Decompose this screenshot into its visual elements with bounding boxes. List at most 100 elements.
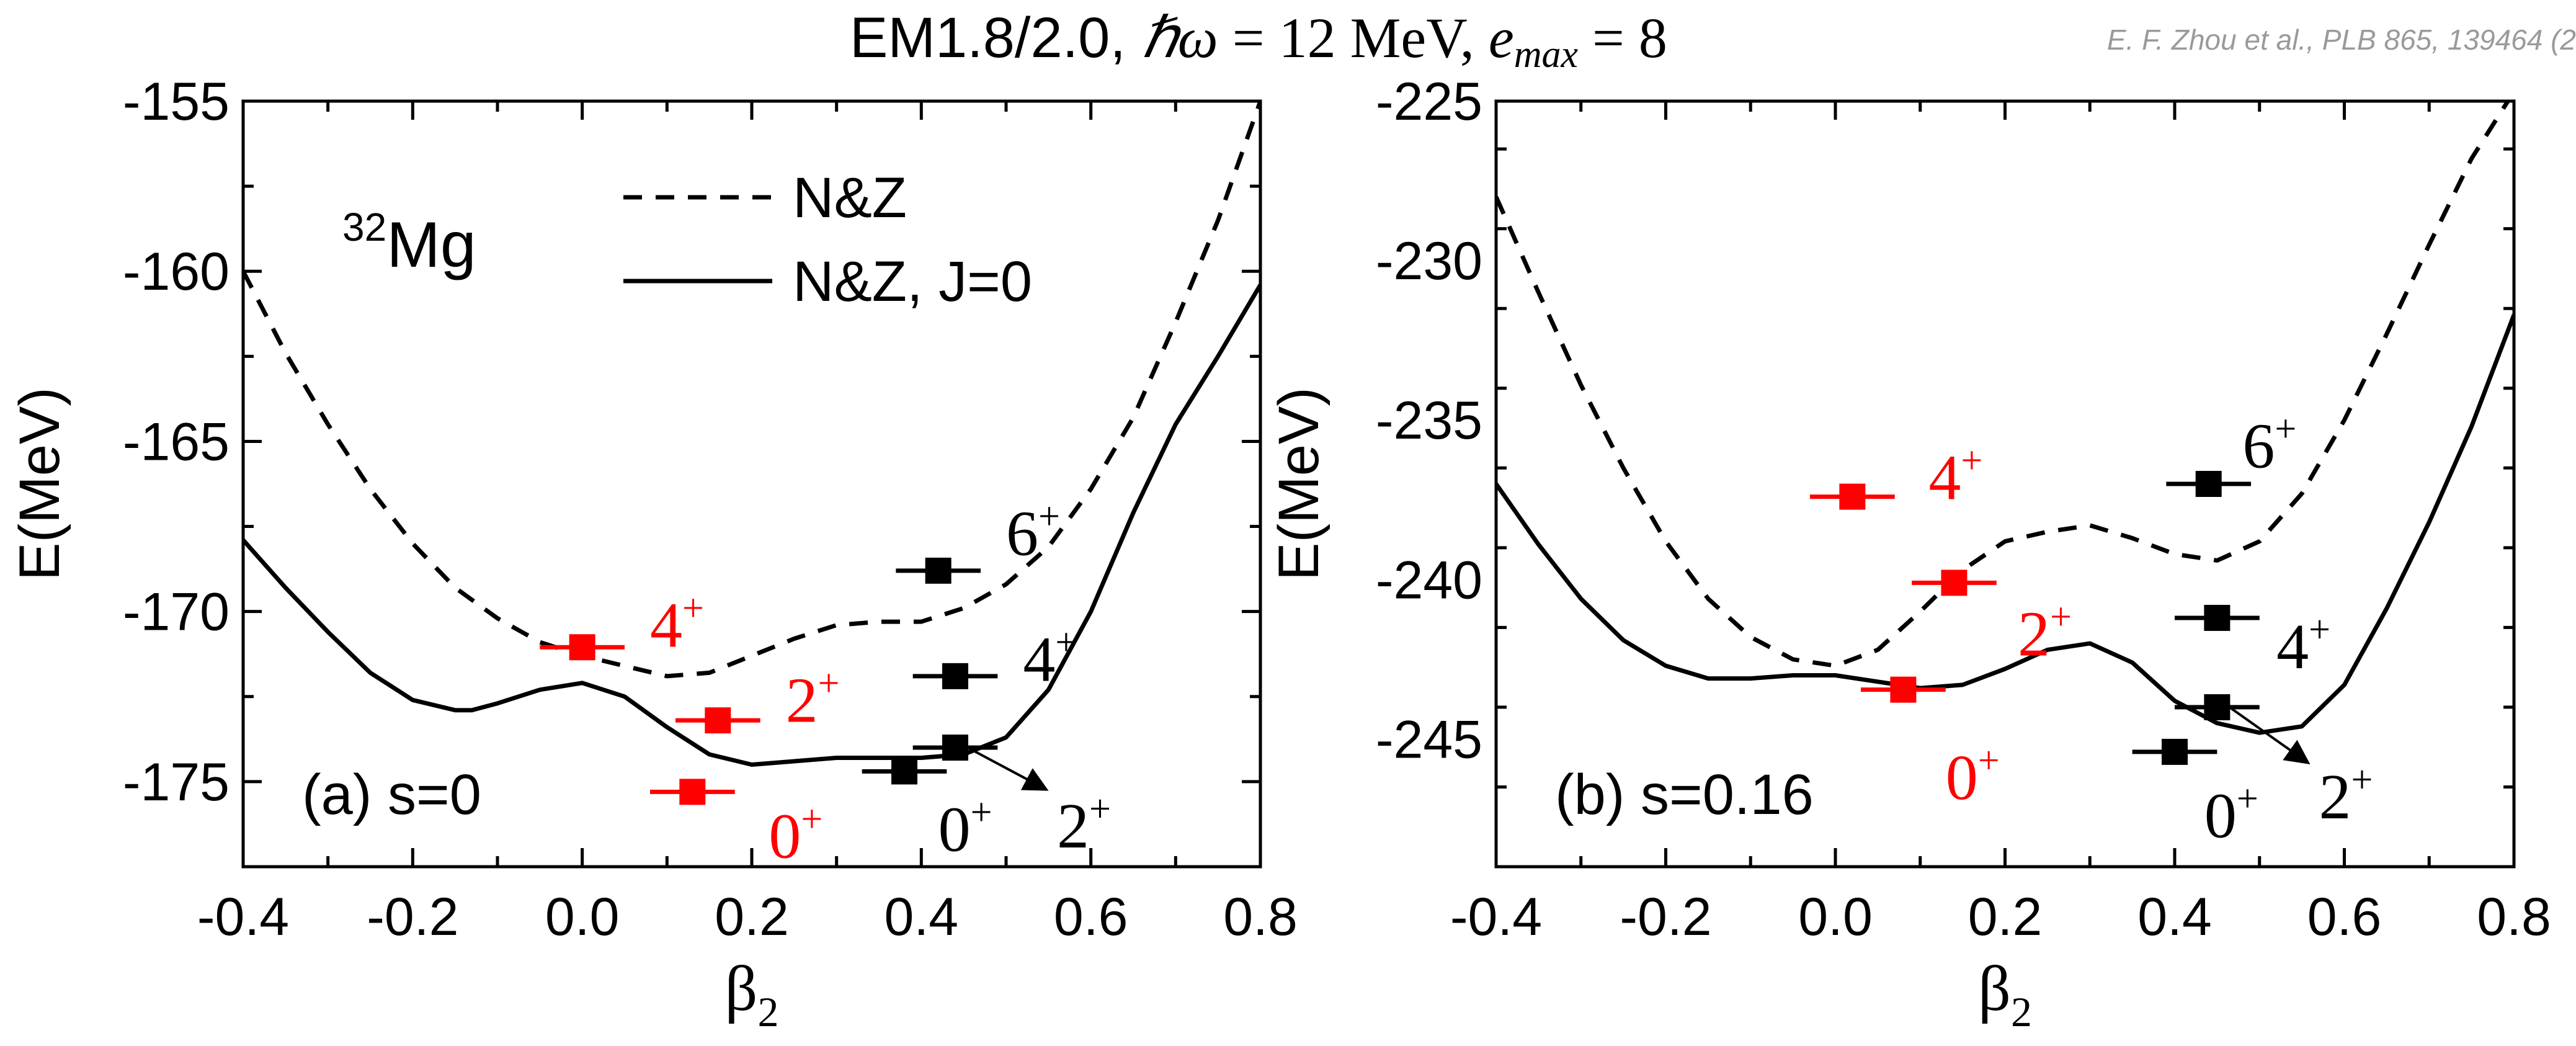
x-axis-label-beta: β [1978,953,2011,1024]
citation-text: E. F. Zhou et al., PLB 865, 139464 (2 [2107,24,2576,56]
state-spin: 4 [2276,611,2309,682]
nucleus-symbol: Mg [386,209,476,281]
series-line-nz [1496,101,2511,668]
curves [1496,101,2514,735]
x-tick-label: 0.8 [2477,887,2551,947]
y-tick-label: -235 [1376,391,1482,450]
state-arrow [2229,706,2311,764]
state-marker [942,663,968,689]
panel-a: -0.4 -0.2 0.0 0.2 0.4 0.6 0.8 -155 -160 -165 -170 -… [8,72,1298,1035]
legend: N&Z N&Z, J=0 [623,166,1032,313]
y-tick-label: -160 [123,242,230,302]
x-tick-label: 0.2 [715,887,789,947]
state-parity: + [1055,621,1077,663]
x-tick-label: 0.8 [1223,887,1298,947]
x-tick-label: 0.4 [885,887,959,947]
x-tick-label: 0.0 [1798,887,1873,947]
state-marker [569,634,595,661]
state-spin: 2 [2319,761,2351,833]
state-parity: + [2237,778,2258,820]
x-tick-label: 0.4 [2137,887,2212,947]
plot-frame [1494,99,2516,869]
state-label: 6+ [2242,408,2296,481]
title-eq2: = 8 [1578,6,1667,69]
state-label: 6+ [1006,496,1060,570]
x-axis-label: β2 [725,953,779,1035]
state-parity: + [2351,759,2373,801]
state-label: 0+ [2204,778,2258,852]
state-parity: + [818,662,840,704]
state-label: 2+ [2018,596,2072,670]
state-parity: + [1978,740,2000,782]
state-marker [1890,676,1917,703]
state-marker [1839,483,1866,510]
x-tick-label: -0.4 [1450,887,1542,947]
state-marker [2204,604,2231,631]
state-spin: 6 [1006,498,1038,570]
title-emax-subscript: max [1514,34,1579,76]
state-parity: + [1038,496,1060,538]
nucleus-mass-number: 32 [342,205,386,249]
panel-label: (a) s=0 [302,763,481,826]
state-marker [925,557,952,584]
state-spin: 2 [786,664,818,736]
state-marker [705,707,731,734]
state-label: 2+ [2319,759,2373,833]
state-parity: + [971,792,992,834]
x-axis-label-subscript: 2 [757,988,778,1035]
state-parity: + [1089,788,1111,830]
y-tick-label: -245 [1376,710,1482,769]
state-marker [2195,471,2222,497]
state-spin: 0 [1946,742,1978,813]
state-spin: 0 [938,794,971,865]
state-label: 4+ [1023,621,1077,695]
title-hw: ℏω [1141,6,1218,69]
series-line-nz-j0 [1496,314,2514,735]
state-marker [2204,694,2231,720]
state-marker [942,735,968,761]
state-label: 4+ [1928,440,1982,514]
state-parity: + [2309,609,2330,651]
state-arrow [967,746,1049,791]
state-label: 0+ [769,798,822,872]
state-spin: 4 [1023,624,1055,695]
y-axis-label: E(MeV) [1267,387,1330,581]
figure-title: EM1.8/2.0, ℏω = 12 MeV, emax = 8 [850,6,1667,76]
state-label: 0+ [1946,740,2000,813]
x-tick-label: 0.6 [2307,887,2382,947]
y-tick-label: -155 [123,72,230,132]
state-spin: 4 [1928,442,1961,514]
x-tick-label: 0.2 [1968,887,2043,947]
nucleus-label: 32Mg [342,205,476,281]
state-spin: 2 [1057,790,1089,862]
state-label: 2+ [1057,788,1111,862]
y-tick-label: -230 [1376,231,1482,291]
series-line-nz [243,101,1260,679]
x-axis-label-subscript: 2 [2011,988,2032,1035]
state-spin: 0 [769,801,801,872]
state-parity: + [2050,596,2072,638]
panel-b: -0.4 -0.2 0.0 0.2 0.4 0.6 0.8 -225 -230 -235 -240 -… [1267,72,2551,1035]
state-label: 4+ [2276,609,2330,682]
x-axis-label: β2 [1978,953,2032,1035]
x-tick-label: -0.2 [367,887,458,947]
x-tick-label: 0.0 [545,887,620,947]
state-parity: + [801,798,822,841]
state-marker [2162,738,2188,765]
title-prefix: EM1.8/2.0, [850,6,1141,69]
curves [243,101,1260,767]
title-e: e [1489,6,1514,69]
state-marker [679,779,706,805]
x-tick-label: -0.4 [197,887,289,947]
x-tick-label: -0.2 [1620,887,1711,947]
legend-label: N&Z [793,166,907,230]
state-spin: 6 [2242,410,2275,481]
state-label: 2+ [786,662,840,736]
state-spin: 4 [650,590,682,661]
state-marker [891,758,917,785]
state-parity: + [1961,440,1982,482]
state-parity: + [2275,408,2296,450]
series-line-nz-j0 [243,284,1260,767]
state-label: 0+ [938,792,992,865]
y-tick-label: -175 [123,753,230,812]
